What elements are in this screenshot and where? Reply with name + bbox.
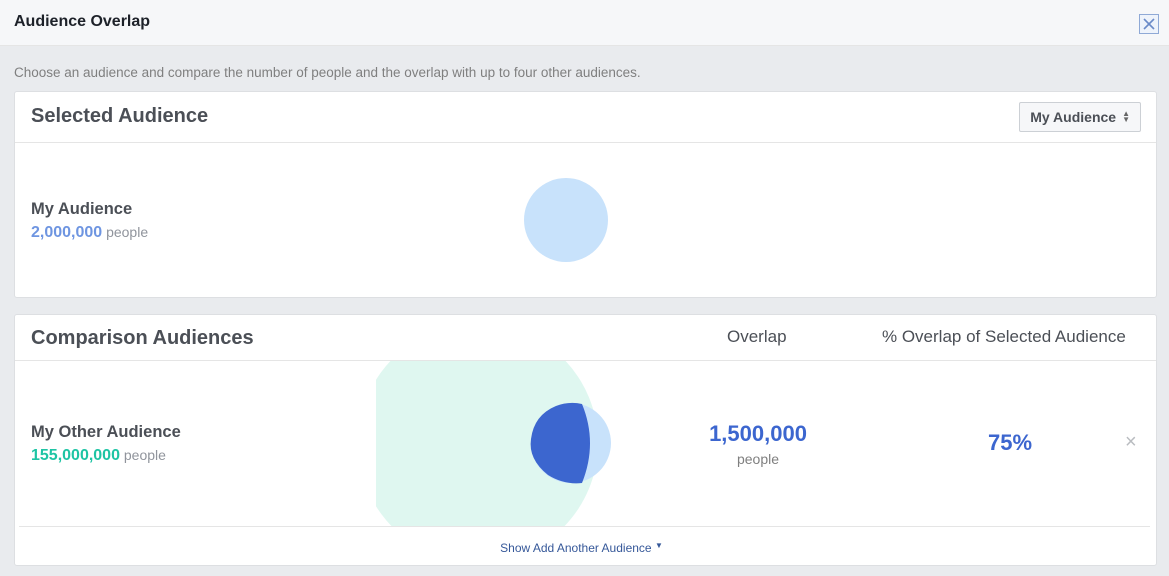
dialog-title: Audience Overlap bbox=[14, 13, 151, 30]
remove-audience-icon[interactable]: × bbox=[1125, 431, 1137, 453]
overlap-column-header: Overlap bbox=[727, 327, 787, 346]
comparison-audience-unit: people bbox=[123, 447, 166, 463]
caret-down-icon: ▼ bbox=[654, 541, 663, 550]
other-audience-circle bbox=[376, 361, 598, 527]
pct-overlap-column-header: % Overlap of Selected Audience bbox=[882, 327, 1126, 346]
selected-audience-count: 2,000,000 people bbox=[31, 224, 148, 242]
selected-audience-title: Selected Audience bbox=[31, 105, 209, 127]
selected-audience-panel: Selected Audience My Audience ▲ ▼ My Audi… bbox=[14, 91, 1157, 298]
comparison-audience-count: 155,000,000 people bbox=[31, 447, 166, 465]
overlap-region bbox=[530, 402, 590, 484]
overlap-value: 1,500,000 bbox=[709, 421, 807, 446]
show-add-audience-link[interactable]: Show Add Another Audience ▼ bbox=[15, 541, 1148, 555]
close-icon[interactable] bbox=[1139, 14, 1159, 34]
overlap-unit: people bbox=[736, 451, 780, 467]
selected-audience-venn bbox=[524, 178, 608, 262]
show-add-audience-label: Show Add Another Audience bbox=[500, 541, 652, 555]
selected-audience-unit: people bbox=[106, 224, 149, 240]
divider bbox=[19, 526, 1150, 527]
selected-audience-circle bbox=[524, 178, 608, 262]
comparison-audience-name: My Other Audience bbox=[31, 423, 181, 441]
comparison-audiences-panel: Comparison Audiences Overlap % Overlap o… bbox=[14, 314, 1157, 566]
comparison-venn bbox=[376, 361, 611, 527]
dialog-header: Audience Overlap bbox=[0, 0, 1169, 46]
sort-arrows-icon: ▲ ▼ bbox=[1122, 109, 1130, 124]
comparison-audience-number: 155,000,000 bbox=[31, 447, 120, 464]
audience-dropdown[interactable]: My Audience ▲ ▼ bbox=[1019, 102, 1141, 132]
comparison-header: Comparison Audiences Overlap % Overlap o… bbox=[15, 315, 1156, 361]
selected-audience-header: Selected Audience My Audience ▲ ▼ bbox=[15, 92, 1156, 143]
comparison-title: Comparison Audiences bbox=[31, 327, 254, 349]
selected-audience-number: 2,000,000 bbox=[31, 224, 103, 241]
selected-audience-name: My Audience bbox=[31, 200, 133, 218]
audience-dropdown-value: My Audience bbox=[1030, 109, 1117, 125]
overlap-percentage: 75% bbox=[987, 430, 1033, 455]
intro-text: Choose an audience and compare the numbe… bbox=[14, 65, 641, 80]
